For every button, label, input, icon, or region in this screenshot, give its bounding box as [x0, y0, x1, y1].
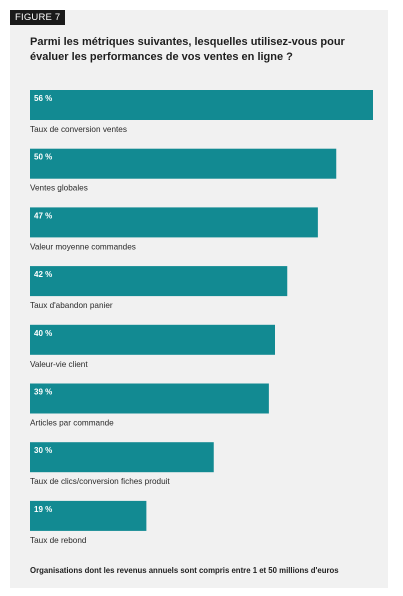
chart-title: Parmi les métriques suivantes, lesquelle…	[30, 36, 345, 63]
figure-label: FIGURE 7	[10, 10, 66, 25]
bar-value-label: 40 %	[34, 329, 52, 338]
bar-value-label: 56 %	[34, 94, 52, 103]
bar	[30, 383, 269, 414]
category-label: Valeur-vie client	[30, 360, 88, 369]
category-label: Ventes globales	[30, 184, 88, 193]
chart-footnote: Organisations dont les revenus annuels s…	[30, 566, 339, 575]
bar-value-label: 50 %	[34, 153, 52, 162]
bar	[30, 500, 147, 531]
bar	[30, 442, 214, 473]
category-label: Valeur moyenne commandes	[30, 242, 136, 251]
category-label: Articles par commande	[30, 419, 114, 428]
bar-value-label: 47 %	[34, 211, 52, 220]
category-label: Taux d'abandon panier	[30, 301, 113, 310]
bar-value-label: 39 %	[34, 388, 52, 397]
bar	[30, 324, 275, 355]
category-label: Taux de conversion ventes	[30, 125, 127, 134]
category-label: Taux de rebond	[30, 536, 87, 545]
bar-value-label: 42 %	[34, 270, 52, 279]
category-label: Taux de clics/conversion fiches produit	[30, 477, 170, 486]
bar	[30, 148, 337, 179]
bar	[30, 266, 288, 297]
bar	[30, 207, 318, 238]
bar	[30, 90, 373, 120]
bar-value-label: 19 %	[34, 505, 52, 514]
bar-value-label: 30 %	[34, 446, 52, 455]
